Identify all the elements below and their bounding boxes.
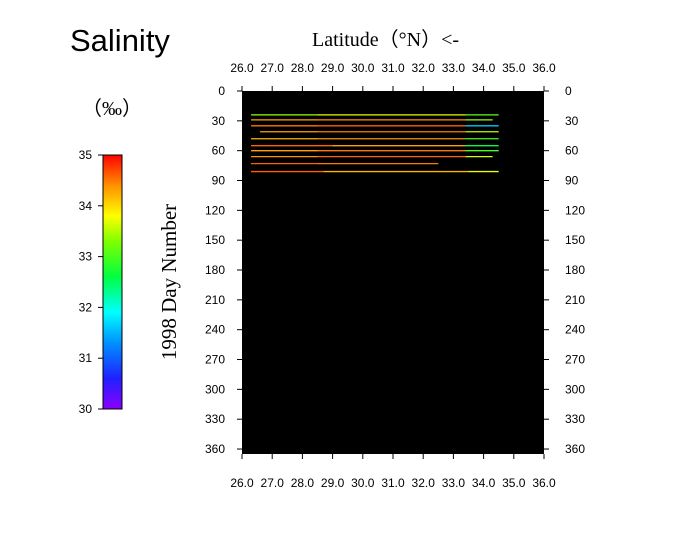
chart-title: Salinity <box>70 23 170 58</box>
x-tick-label-top: 32.0 <box>412 61 436 75</box>
x-tick-label-bottom: 29.0 <box>321 476 345 490</box>
x-tick-label-bottom: 33.0 <box>442 476 466 490</box>
x-tick-label-bottom: 30.0 <box>351 476 375 490</box>
x-tick-label-bottom: 31.0 <box>381 476 405 490</box>
x-tick-label-top: 26.0 <box>230 61 254 75</box>
y-tick-label-left: 300 <box>205 382 225 396</box>
x-tick-label-bottom: 27.0 <box>261 476 285 490</box>
y-tick-label-left: 330 <box>205 412 225 426</box>
y-tick-label-right: 60 <box>565 144 579 158</box>
y-tick-label-right: 360 <box>565 442 585 456</box>
colorbar-unit: （‰） <box>82 97 142 120</box>
x-tick-label-top: 29.0 <box>321 61 345 75</box>
y-tick-label-left: 150 <box>205 233 225 247</box>
colorbar-tick-label: 32 <box>79 300 93 314</box>
y-tick-label-left: 180 <box>205 263 225 277</box>
axes: 26.0 26.0 27.0 27.0 28.0 28.0 29.0 29.0 30.0 30.0… <box>205 61 585 490</box>
plot-area <box>242 91 544 454</box>
colorbar <box>102 154 123 410</box>
x-tick-label-top: 27.0 <box>261 61 285 75</box>
colorbar-tick-label: 34 <box>79 199 93 213</box>
x-tick-label-top: 34.0 <box>472 61 496 75</box>
colorbar-tick-label: 31 <box>79 351 93 365</box>
x-axis-label: Latitude（°N）<- <box>312 28 459 51</box>
x-tick-label-top: 36.0 <box>532 61 556 75</box>
y-tick-label-right: 30 <box>565 114 579 128</box>
y-tick-label-right: 150 <box>565 233 585 247</box>
colorbar-ticks: 30 31 32 33 34 35 <box>79 148 103 416</box>
x-tick-label-top: 31.0 <box>381 61 405 75</box>
x-tick-label-bottom: 34.0 <box>472 476 496 490</box>
y-tick-label-right: 300 <box>565 382 585 396</box>
y-tick-label-right: 0 <box>565 84 572 98</box>
x-tick-label-top: 33.0 <box>442 61 466 75</box>
y-axis-label: 1998 Day Number <box>157 204 181 360</box>
salinity-tracks <box>251 114 499 173</box>
x-tick-label-bottom: 36.0 <box>532 476 556 490</box>
y-tick-label-right: 180 <box>565 263 585 277</box>
y-tick-label-right: 120 <box>565 203 585 217</box>
y-tick-label-left: 360 <box>205 442 225 456</box>
y-tick-label-left: 30 <box>212 114 226 128</box>
y-tick-label-right: 210 <box>565 293 585 307</box>
y-tick-label-left: 270 <box>205 353 225 367</box>
y-tick-label-left: 120 <box>205 203 225 217</box>
y-tick-label-right: 240 <box>565 323 585 337</box>
colorbar-tick-label: 35 <box>79 148 93 162</box>
x-tick-label-top: 30.0 <box>351 61 375 75</box>
y-tick-label-right: 270 <box>565 353 585 367</box>
y-tick-label-left: 240 <box>205 323 225 337</box>
x-tick-label-bottom: 32.0 <box>412 476 436 490</box>
x-tick-label-bottom: 35.0 <box>502 476 526 490</box>
x-tick-label-top: 28.0 <box>291 61 315 75</box>
y-tick-label-right: 330 <box>565 412 585 426</box>
y-tick-label-left: 60 <box>212 144 226 158</box>
x-tick-label-top: 35.0 <box>502 61 526 75</box>
x-tick-label-bottom: 26.0 <box>230 476 254 490</box>
y-tick-label-left: 90 <box>212 174 226 188</box>
colorbar-tick-label: 30 <box>79 402 93 416</box>
y-tick-label-right: 90 <box>565 174 579 188</box>
y-tick-label-left: 210 <box>205 293 225 307</box>
x-tick-label-bottom: 28.0 <box>291 476 315 490</box>
colorbar-tick-label: 33 <box>79 250 93 264</box>
y-tick-label-left: 0 <box>218 84 225 98</box>
